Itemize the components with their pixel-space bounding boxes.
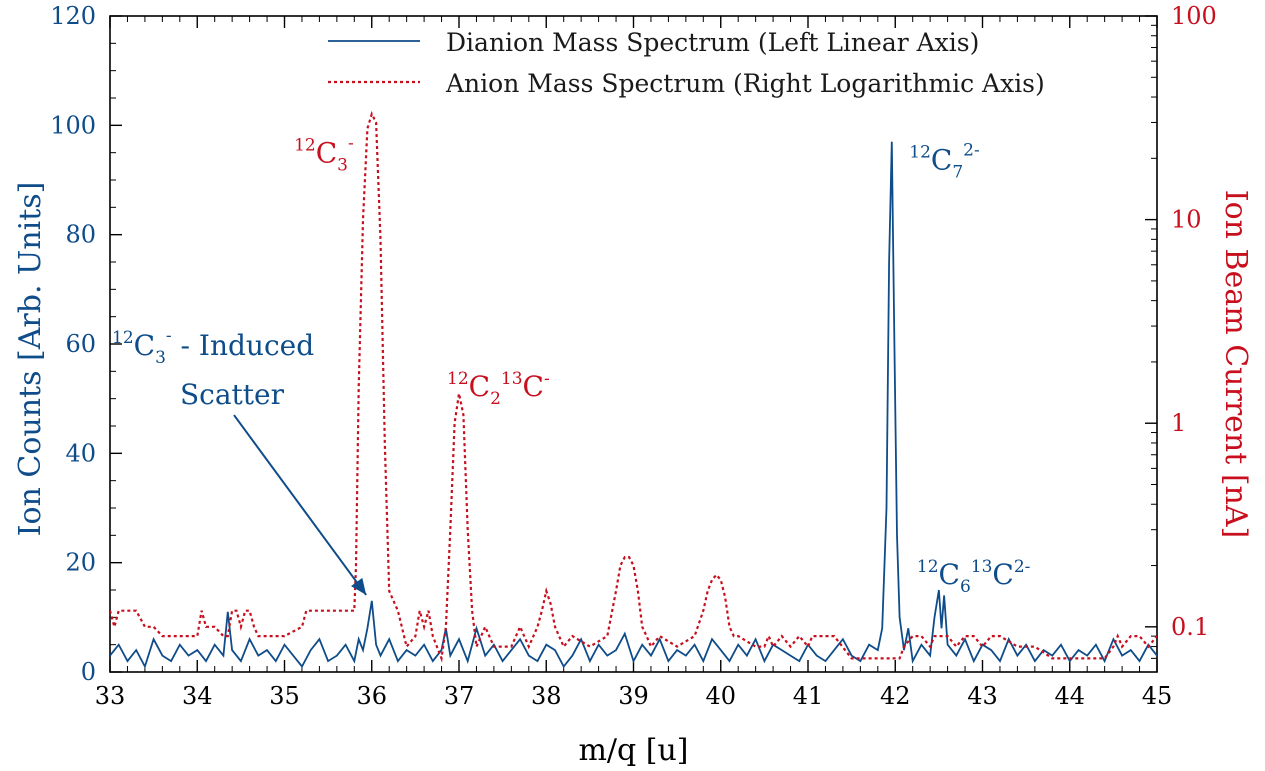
atom-count: 3 <box>337 155 348 175</box>
atom-count: 2 <box>490 389 501 409</box>
annotation-arrow-head <box>351 577 367 595</box>
legend-anion-label: Anion Mass Spectrum (Right Logarithmic A… <box>445 69 1045 98</box>
x-tick-label: 36 <box>356 682 387 710</box>
atom-count: 6 <box>960 577 971 597</box>
legend-dianion-label: Dianion Mass Spectrum (Left Linear Axis) <box>446 28 979 57</box>
y-left-tick-label: 80 <box>65 221 96 249</box>
isotope-number: 12 <box>112 328 134 348</box>
dianion-series-line <box>110 141 1157 669</box>
element-symbol: C <box>469 370 490 403</box>
y-left-tick-label: 40 <box>65 439 96 467</box>
annotation-label: 12C3- - Induced <box>112 326 314 368</box>
isotope-number: 12 <box>294 135 316 155</box>
y-right-axis-title: Ion Beam Current [nA] <box>1218 190 1253 538</box>
element-symbol: C <box>523 370 544 403</box>
annotation-label: 12C72- <box>909 141 979 183</box>
y-right-tick-label: 1 <box>1171 409 1186 437</box>
x-tick-label: 40 <box>705 682 736 710</box>
y-right-tick-label: 100 <box>1171 2 1217 30</box>
charge: - <box>166 326 172 346</box>
x-tick-label: 37 <box>444 682 475 710</box>
x-tick-label: 38 <box>531 682 562 710</box>
charge: 2- <box>963 141 980 161</box>
atom-count: 3 <box>155 348 166 368</box>
annotation-trail: - Induced <box>172 329 315 362</box>
y-right-tick-label: 0.1 <box>1171 613 1209 641</box>
x-tick-label: 45 <box>1142 682 1173 710</box>
y-left-tick-label: 0 <box>81 658 96 686</box>
annotation-arrow-line <box>233 414 367 596</box>
charge: 2- <box>1014 557 1031 577</box>
y-left-tick-label: 20 <box>65 549 96 577</box>
charge: - <box>544 369 550 389</box>
element-symbol: C <box>939 558 960 591</box>
right-y-axis: 0.1 1 10 100 Ion Beam Current [nA] <box>1145 2 1253 659</box>
atom-count: 7 <box>952 163 963 183</box>
x-axis: 33 34 35 36 37 38 39 40 41 42 43 44 45m/q [u] <box>95 16 1173 768</box>
x-tick-label: 42 <box>880 682 911 710</box>
element-symbol: C <box>134 329 155 362</box>
annotations: 12C3-12C213C-12C72-12C613C2-12C3- - Indu… <box>112 133 1030 597</box>
element-symbol: C <box>316 136 337 169</box>
x-tick-label: 44 <box>1054 682 1085 710</box>
annotation-label: 12C213C- <box>447 369 550 409</box>
x-tick-label: 43 <box>967 682 998 710</box>
isotope-number: 13 <box>971 557 993 577</box>
x-tick-label: 35 <box>269 682 300 710</box>
x-tick-label: 33 <box>95 682 126 710</box>
legend: Dianion Mass Spectrum (Left Linear Axis)… <box>328 28 1045 98</box>
y-left-tick-label: 120 <box>50 2 96 30</box>
isotope-number: 12 <box>909 143 931 163</box>
isotope-number: 12 <box>917 557 939 577</box>
y-left-axis-title: Ion Counts [Arb. Units] <box>13 182 48 537</box>
annotation-label-line2: Scatter <box>180 378 285 411</box>
y-right-tick-label: 10 <box>1171 206 1202 234</box>
left-y-axis: 0 20 40 60 80 100 120 Ion Counts [Arb. Units] <box>13 2 122 686</box>
y-left-tick-label: 60 <box>65 330 96 358</box>
isotope-number: 13 <box>501 369 523 389</box>
annotation-label: 12C613C2- <box>917 557 1031 597</box>
x-tick-label: 41 <box>793 682 824 710</box>
element-symbol: C <box>931 144 952 177</box>
x-tick-label: 34 <box>182 682 213 710</box>
y-left-tick-label: 100 <box>50 111 96 139</box>
annotation-label: 12C3- <box>294 133 354 175</box>
charge: - <box>348 133 354 153</box>
x-axis-title: m/q [u] <box>578 733 688 768</box>
isotope-number: 12 <box>447 369 469 389</box>
x-tick-label: 39 <box>618 682 649 710</box>
element-symbol: C <box>992 558 1013 591</box>
